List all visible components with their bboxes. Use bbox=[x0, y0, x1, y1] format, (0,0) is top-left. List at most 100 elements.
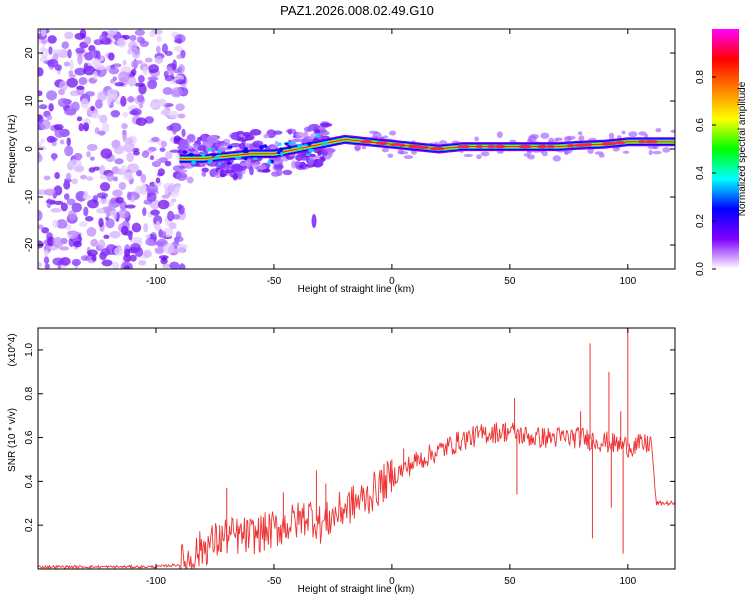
colorbar-tick-label: 0.6 bbox=[695, 118, 706, 132]
noise-blob bbox=[123, 137, 134, 144]
ridge-noise-blob bbox=[219, 169, 225, 178]
noise-blob bbox=[105, 65, 111, 72]
spectrogram-x-tick-label: 100 bbox=[619, 276, 636, 287]
noise-blob bbox=[105, 30, 117, 37]
colorbar-gradient bbox=[712, 29, 739, 269]
noise-blob bbox=[54, 127, 65, 139]
noise-blob bbox=[118, 181, 127, 191]
noise-blob bbox=[38, 67, 44, 77]
noise-blob bbox=[151, 136, 160, 143]
ridge-speck bbox=[243, 147, 248, 151]
noise-blob bbox=[147, 79, 158, 90]
ridge-speck bbox=[252, 157, 258, 161]
noise-blob bbox=[87, 249, 98, 257]
noise-blob bbox=[86, 143, 98, 152]
ridge-speck bbox=[315, 134, 320, 139]
snr-y-tick-label: 0.4 bbox=[24, 474, 35, 488]
noise-blob bbox=[63, 193, 70, 200]
ridge-noise-blob bbox=[230, 131, 242, 141]
ridge-noise-blob bbox=[298, 164, 304, 169]
noise-blob bbox=[59, 139, 65, 145]
noise-blob bbox=[181, 128, 186, 138]
noise-blob bbox=[135, 117, 147, 126]
snr-x-tick-label: -50 bbox=[267, 576, 282, 587]
noise-blob bbox=[57, 88, 65, 96]
noise-blob bbox=[120, 225, 129, 236]
noise-blob bbox=[167, 210, 175, 222]
noise-blob bbox=[49, 137, 58, 142]
noise-blob bbox=[167, 68, 175, 75]
colorbar-tick-label: 0.4 bbox=[695, 166, 706, 180]
noise-blob bbox=[92, 70, 98, 80]
noise-blob bbox=[161, 256, 167, 262]
ridge-hotspot bbox=[536, 144, 547, 149]
noise-blob bbox=[71, 202, 83, 213]
noise-blob bbox=[154, 247, 165, 255]
noise-blob bbox=[56, 219, 68, 229]
ridge-halo-blob bbox=[387, 153, 394, 158]
noise-blob bbox=[66, 198, 76, 206]
noise-blob bbox=[173, 68, 181, 74]
ridge-halo-blob bbox=[628, 131, 638, 138]
noise-blob bbox=[84, 36, 92, 45]
ridge-hotspot bbox=[430, 146, 442, 151]
noise-blob bbox=[109, 230, 121, 239]
stray-feature bbox=[311, 214, 317, 228]
ridge-speck bbox=[259, 145, 265, 150]
ridge-halo-blob bbox=[616, 135, 622, 139]
noise-blob bbox=[161, 194, 170, 199]
noise-blob bbox=[161, 140, 168, 148]
ridge-hotspot bbox=[461, 144, 470, 149]
ridge-noise-blob bbox=[259, 164, 267, 171]
noise-blob bbox=[147, 76, 159, 81]
noise-blob bbox=[107, 52, 115, 61]
ridge-noise-blob bbox=[197, 145, 209, 152]
noise-blob bbox=[139, 103, 144, 109]
figure-title: PAZ1.2026.008.02.49.G10 bbox=[280, 3, 434, 18]
ridge-hotspot bbox=[566, 143, 575, 148]
noise-blob bbox=[40, 29, 47, 37]
noise-blob bbox=[91, 254, 97, 262]
noise-blob bbox=[156, 35, 162, 43]
ridge-noise-blob bbox=[249, 128, 262, 136]
ridge-noise-blob bbox=[301, 156, 307, 161]
noise-blob bbox=[38, 153, 43, 163]
ridge-speck bbox=[234, 156, 242, 160]
noise-blob bbox=[99, 174, 107, 180]
noise-blob bbox=[90, 113, 101, 119]
noise-blob bbox=[162, 87, 173, 95]
noise-blob bbox=[118, 71, 130, 83]
ridge-noise-blob bbox=[287, 129, 293, 135]
noise-blob bbox=[161, 263, 172, 269]
noise-blob bbox=[123, 142, 135, 153]
ridge-speck bbox=[287, 145, 292, 150]
noise-blob bbox=[169, 261, 180, 269]
noise-blob bbox=[76, 85, 85, 90]
noise-blob bbox=[161, 231, 167, 239]
noise-blob bbox=[52, 237, 64, 248]
colorbar-label: Normalized spectral amplitude bbox=[737, 81, 748, 216]
ridge-halo-blob bbox=[638, 131, 647, 136]
ridge-halo-blob bbox=[389, 130, 397, 136]
ridge-hotspot bbox=[638, 140, 646, 144]
noise-blob bbox=[97, 208, 105, 214]
noise-blob bbox=[112, 261, 120, 269]
ridge-speck bbox=[284, 142, 289, 146]
noise-blob bbox=[84, 52, 94, 61]
ridge-noise-blob bbox=[274, 140, 279, 150]
ridge-halo-blob bbox=[652, 150, 662, 155]
ridge-noise-blob bbox=[236, 171, 243, 180]
noise-blob bbox=[155, 45, 161, 54]
ridge-speck bbox=[242, 149, 249, 154]
ridge-noise-blob bbox=[223, 169, 235, 174]
noise-blob bbox=[161, 43, 168, 54]
noise-blob bbox=[71, 178, 78, 185]
ridge-halo-blob bbox=[476, 154, 482, 160]
noise-blob bbox=[110, 199, 118, 204]
ridge-hotspot bbox=[486, 144, 496, 149]
noise-blob bbox=[44, 188, 56, 196]
ridge-noise-blob bbox=[239, 142, 246, 150]
noise-blob bbox=[142, 66, 148, 76]
snr-x-tick-label: -100 bbox=[146, 576, 166, 587]
noise-blob bbox=[41, 227, 50, 234]
